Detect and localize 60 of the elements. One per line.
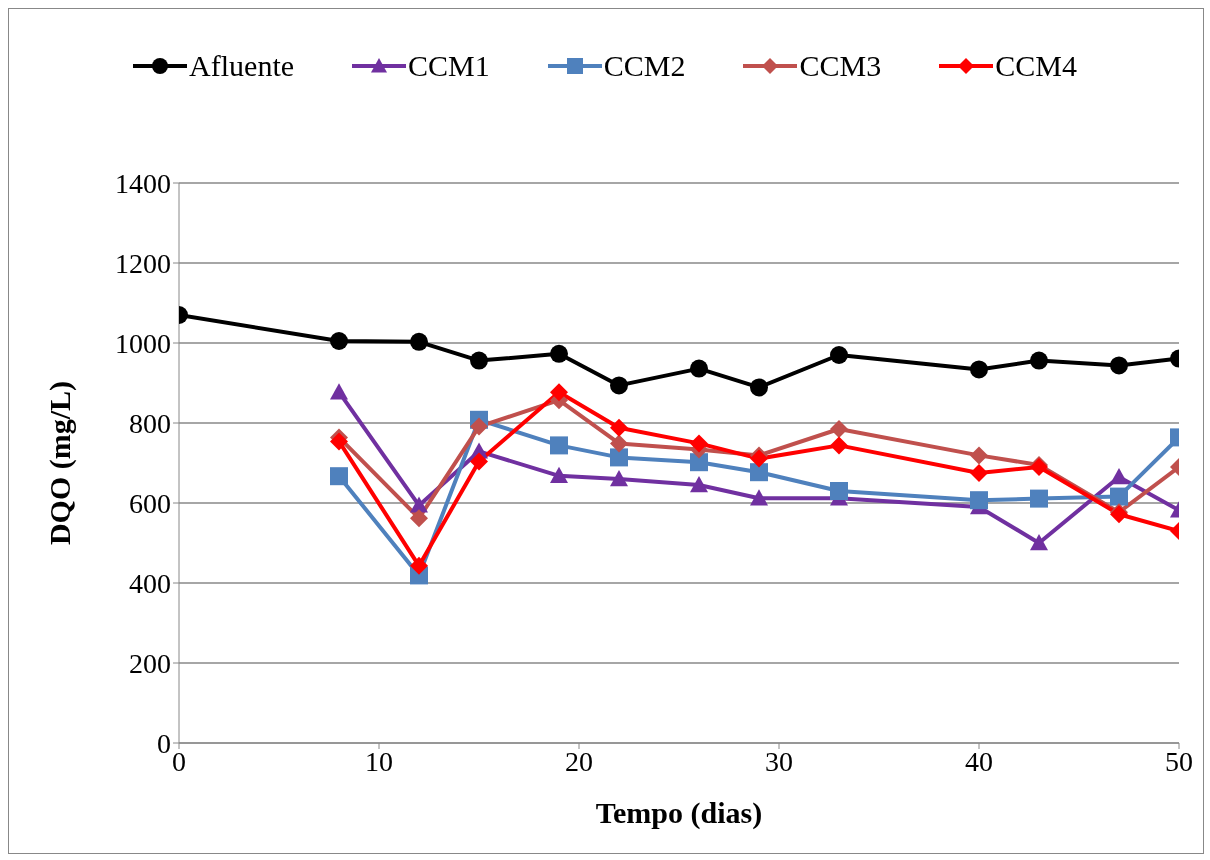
x-tick-label: 50 bbox=[1165, 745, 1193, 777]
point bbox=[830, 420, 848, 438]
point bbox=[970, 491, 988, 510]
point bbox=[470, 417, 488, 436]
point bbox=[1110, 487, 1128, 506]
point bbox=[550, 383, 568, 402]
x-tick-label: 30 bbox=[765, 745, 793, 777]
point bbox=[470, 452, 488, 471]
point bbox=[1030, 351, 1048, 370]
point bbox=[550, 466, 568, 483]
y-tick-label: 1000 bbox=[115, 327, 171, 359]
x-tick-label: 40 bbox=[965, 745, 993, 777]
legend-label: CCM2 bbox=[603, 49, 686, 83]
point bbox=[970, 464, 988, 482]
x-tick-label: 10 bbox=[365, 745, 393, 777]
y-tick-label: 600 bbox=[129, 487, 171, 519]
point bbox=[1030, 534, 1048, 551]
point bbox=[610, 376, 628, 395]
point bbox=[750, 378, 768, 397]
point bbox=[1030, 489, 1048, 508]
point bbox=[330, 383, 348, 400]
legend-label: Afluente bbox=[189, 49, 295, 83]
y-tick-label: 1400 bbox=[115, 167, 171, 199]
point bbox=[690, 453, 708, 472]
point bbox=[610, 470, 628, 487]
x-axis-title: Tempo (dias) bbox=[595, 796, 763, 830]
point bbox=[330, 332, 348, 350]
point bbox=[330, 467, 348, 486]
point bbox=[330, 432, 348, 451]
point bbox=[610, 418, 628, 437]
point bbox=[750, 489, 768, 506]
point bbox=[410, 332, 428, 351]
legend-label: CCM3 bbox=[799, 49, 882, 83]
y-tick-label: 1200 bbox=[115, 247, 171, 279]
point bbox=[690, 359, 708, 378]
y-tick-label: 200 bbox=[129, 647, 171, 679]
legend-label: CCM1 bbox=[408, 49, 490, 83]
point bbox=[970, 360, 988, 379]
point bbox=[550, 344, 568, 363]
point bbox=[830, 346, 848, 364]
point bbox=[550, 436, 568, 455]
point bbox=[410, 556, 428, 575]
point bbox=[470, 351, 488, 370]
point bbox=[610, 434, 628, 453]
point bbox=[750, 463, 768, 482]
point bbox=[410, 509, 428, 528]
point bbox=[690, 434, 708, 453]
point bbox=[970, 446, 988, 465]
point bbox=[830, 482, 848, 500]
y-tick-label: 400 bbox=[129, 567, 171, 599]
point bbox=[410, 496, 428, 513]
point bbox=[1110, 468, 1128, 485]
y-tick-label: 800 bbox=[129, 407, 171, 439]
y-axis-title: DQO (mg/L) bbox=[42, 380, 77, 546]
point bbox=[610, 448, 628, 467]
x-tick-label: 20 bbox=[565, 745, 593, 777]
legend-label: CCM4 bbox=[995, 49, 1077, 83]
point bbox=[690, 476, 708, 493]
point bbox=[1110, 356, 1128, 375]
point bbox=[830, 436, 848, 455]
